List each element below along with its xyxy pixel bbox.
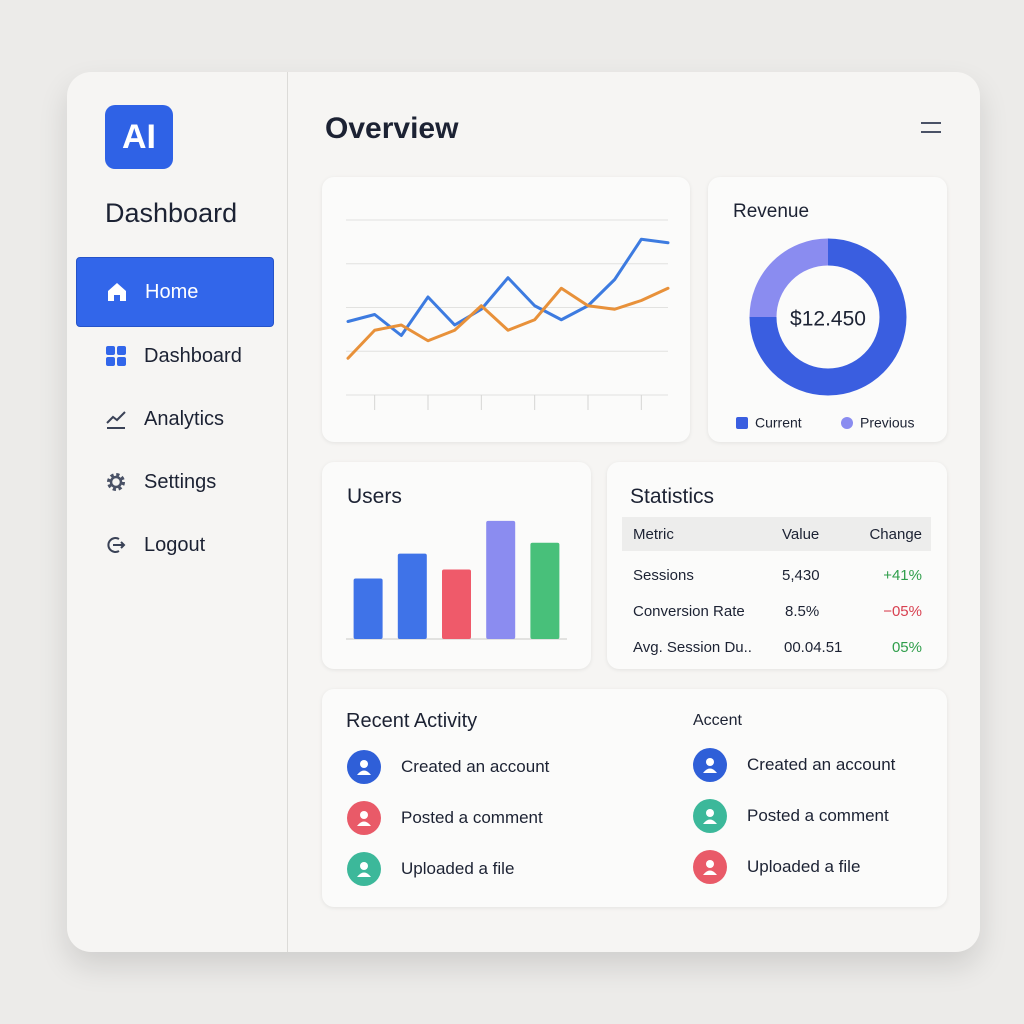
nav-label: Analytics — [144, 407, 225, 430]
activity-item: Posted a comment — [347, 801, 543, 835]
activity-text: Posted a comment — [747, 806, 889, 825]
page-title: Overview — [325, 112, 459, 145]
column-header: Value — [782, 526, 820, 543]
table-cell: Avg. Session Du.. — [633, 639, 752, 656]
grid-icon — [106, 346, 126, 366]
avatar — [347, 750, 381, 784]
analytics-icon — [106, 411, 126, 429]
card-title: Revenue — [733, 201, 810, 222]
sidebar — [67, 72, 288, 952]
user-icon — [703, 809, 717, 824]
table-cell: −05% — [883, 603, 922, 620]
table-cell: +41% — [883, 567, 922, 584]
activity-text: Posted a comment — [401, 808, 543, 827]
table-cell: 05% — [891, 639, 922, 656]
nav-item[interactable]: Dashboard — [76, 322, 272, 390]
nav-item[interactable]: Settings — [76, 448, 272, 516]
column-header: Metric — [633, 526, 674, 543]
avatar — [347, 852, 381, 886]
user-icon — [357, 862, 371, 877]
statistics-card — [607, 462, 947, 669]
table-header — [622, 517, 931, 551]
table-cell: 8.5% — [785, 603, 820, 620]
card-title: Statistics — [630, 485, 715, 508]
activity-card — [322, 689, 947, 907]
nav-label: Home — [145, 280, 199, 303]
activity-text: Created an account — [401, 757, 550, 776]
activity-item: Posted a comment — [693, 799, 889, 833]
logout-icon — [107, 537, 126, 553]
card-title: Recent Activity — [346, 710, 478, 732]
sidebar-title: Dashboard — [105, 198, 238, 228]
activity-item: Uploaded a file — [347, 852, 514, 886]
user-icon — [703, 758, 717, 773]
nav-label: Settings — [144, 470, 217, 493]
logo: AI — [105, 105, 173, 169]
activity-text: Uploaded a file — [747, 857, 861, 876]
nav-item[interactable]: Analytics — [76, 385, 272, 453]
card-subtitle: Accent — [693, 712, 742, 729]
table-cell: 5,430 — [782, 567, 820, 584]
avatar — [693, 799, 727, 833]
settings-icon — [107, 473, 125, 491]
nav-label: Logout — [144, 533, 206, 556]
nav-item[interactable]: Home — [76, 257, 274, 327]
activity-text: Created an account — [747, 755, 896, 774]
nav-item[interactable]: Logout — [76, 511, 272, 579]
user-icon — [357, 760, 371, 775]
table-cell: Conversion Rate — [633, 603, 745, 620]
table-cell: Sessions — [633, 567, 694, 584]
line-chart-card — [322, 177, 690, 442]
activity-item: Created an account — [693, 748, 895, 782]
column-header: Change — [869, 526, 922, 543]
nav-label: Dashboard — [144, 344, 242, 367]
avatar — [693, 748, 727, 782]
activity-item: Created an account — [347, 750, 549, 784]
table-cell: 00.04.51 — [784, 639, 843, 656]
user-icon — [357, 811, 371, 826]
menu-button[interactable] — [920, 120, 942, 136]
avatar — [693, 850, 727, 884]
activity-item: Uploaded a file — [693, 850, 860, 884]
activity-text: Uploaded a file — [401, 859, 515, 878]
home-icon — [108, 283, 126, 301]
user-icon — [703, 860, 717, 875]
avatar — [347, 801, 381, 835]
card-title: Users — [347, 485, 402, 508]
